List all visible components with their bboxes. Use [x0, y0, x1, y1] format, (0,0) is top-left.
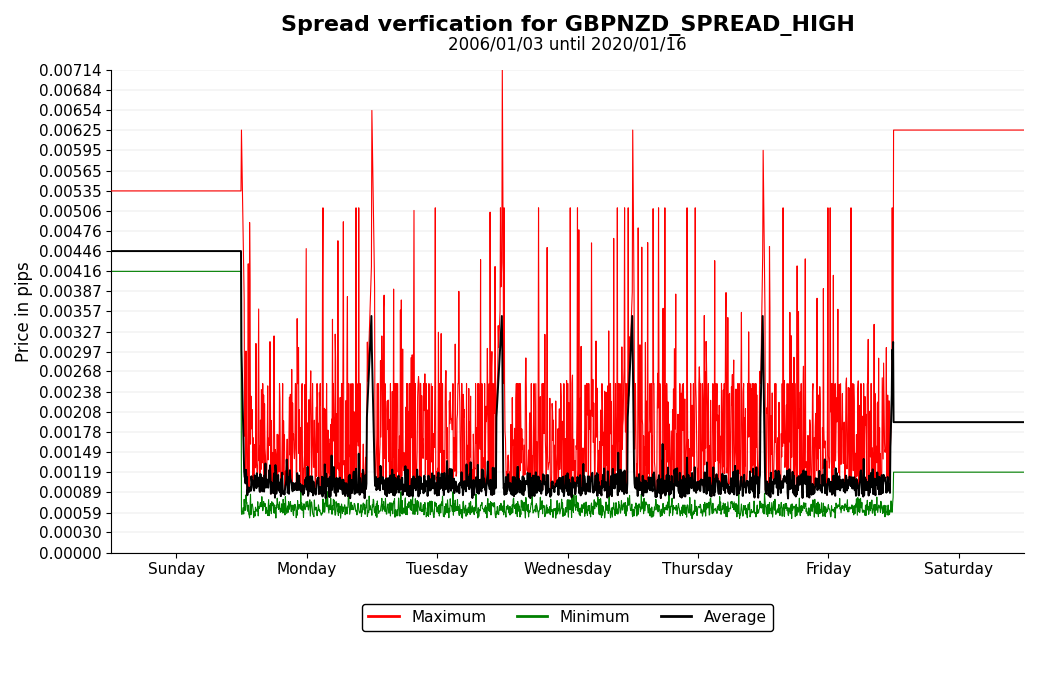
Maximum	[933, 126, 945, 134]
Average	[1017, 418, 1030, 426]
Minimum	[907, 468, 920, 477]
Minimum	[617, 502, 630, 510]
Maximum	[1017, 126, 1030, 134]
Maximum	[907, 126, 920, 134]
Minimum	[686, 514, 698, 523]
Line: Maximum: Maximum	[111, 70, 1023, 498]
Average	[933, 418, 945, 426]
Minimum	[933, 468, 945, 477]
Line: Average: Average	[111, 251, 1023, 498]
Average	[617, 482, 630, 490]
Maximum	[105, 187, 117, 195]
Minimum	[790, 500, 802, 508]
Minimum	[1016, 468, 1029, 477]
Average	[105, 247, 117, 256]
Line: Minimum: Minimum	[111, 272, 1023, 519]
Legend: Maximum, Minimum, Average: Maximum, Minimum, Average	[363, 603, 773, 631]
Maximum	[522, 469, 534, 477]
Title: Spread verfication for GBPNZD_SPREAD_HIGH: Spread verfication for GBPNZD_SPREAD_HIG…	[281, 15, 854, 36]
Maximum	[781, 494, 794, 503]
Maximum	[618, 364, 631, 372]
Maximum	[496, 66, 508, 74]
Text: 2006/01/03 until 2020/01/16: 2006/01/03 until 2020/01/16	[448, 36, 687, 54]
Average	[907, 418, 920, 426]
Average	[781, 494, 794, 503]
Maximum	[1017, 126, 1030, 134]
Average	[1016, 418, 1029, 426]
Y-axis label: Price in pips: Price in pips	[15, 261, 33, 362]
Minimum	[1017, 468, 1030, 477]
Average	[521, 480, 533, 489]
Minimum	[105, 267, 117, 276]
Average	[790, 481, 802, 489]
Minimum	[521, 504, 533, 512]
Maximum	[791, 482, 803, 491]
